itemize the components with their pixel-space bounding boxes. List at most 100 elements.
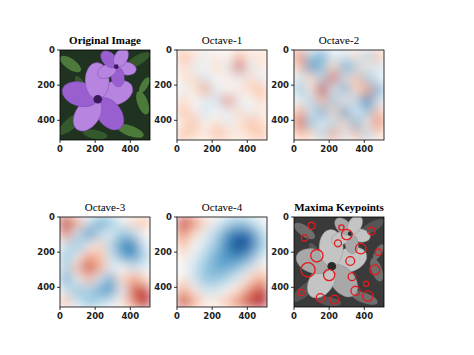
- plot-area: [60, 50, 150, 140]
- heatmap-cell: [188, 228, 200, 240]
- heatmap-cell: [71, 285, 83, 297]
- heatmap-cell: [317, 61, 329, 73]
- heatmap-cell: [188, 251, 200, 263]
- frame: [60, 217, 150, 307]
- x-tick: [294, 140, 295, 143]
- heatmap-cell: [177, 129, 189, 140]
- heatmap-cell: [71, 296, 83, 307]
- heatmap-cell: [60, 296, 72, 307]
- heatmap-cell: [245, 217, 257, 229]
- heatmap-cell: [305, 118, 317, 130]
- heatmap-cell: [177, 251, 189, 263]
- heatmap-cell: [350, 118, 362, 130]
- heatmap: [60, 217, 150, 307]
- heatmap-cell: [200, 217, 212, 229]
- frame: [177, 50, 267, 140]
- heatmap-cell: [211, 106, 223, 118]
- heatmap-cell: [328, 73, 340, 85]
- heatmap-cell: [245, 50, 257, 62]
- keypoint: [346, 257, 355, 266]
- heatmap-cell: [362, 95, 374, 107]
- heatmap-cell: [188, 106, 200, 118]
- heatmap-cell: [139, 217, 150, 229]
- x-tick: [60, 307, 61, 310]
- heatmap-cell: [188, 118, 200, 130]
- plot-area: [177, 50, 267, 140]
- heatmap-cell: [177, 273, 189, 285]
- plot-area: [60, 217, 150, 307]
- frame: [177, 217, 267, 307]
- x-tick: [130, 307, 131, 310]
- x-tick: [177, 140, 178, 143]
- heatmap-cell: [139, 251, 150, 263]
- x-tick-label: 0: [291, 144, 297, 154]
- y-tick: [57, 50, 60, 51]
- heatmap-cell: [294, 84, 306, 96]
- panel: 02004000200400Octave-2: [271, 34, 384, 154]
- heatmap-cell: [245, 251, 257, 263]
- heatmap-cell: [83, 240, 95, 252]
- x-tick: [177, 307, 178, 310]
- heatmap-cell: [94, 285, 106, 297]
- heatmap-cell: [94, 228, 106, 240]
- x-tick: [364, 140, 365, 143]
- heatmap-cell: [211, 228, 223, 240]
- heatmap-cell: [328, 95, 340, 107]
- heatmap-cell: [128, 217, 140, 229]
- heatmap-cell: [188, 262, 200, 274]
- y-tick: [57, 120, 60, 121]
- keypoint: [375, 249, 381, 255]
- heatmap-cell: [188, 273, 200, 285]
- heatmap-cell: [339, 129, 351, 140]
- heatmap-cell: [188, 84, 200, 96]
- heatmap-cell: [256, 118, 267, 130]
- heatmap-cell: [177, 296, 189, 307]
- y-tick-label: 200: [271, 247, 289, 257]
- petal: [110, 50, 131, 70]
- heatmap-cell: [256, 61, 267, 73]
- heatmap-cell: [245, 95, 257, 107]
- heatmap-cell: [188, 129, 200, 140]
- y-tick: [174, 217, 177, 218]
- heatmap-cell: [128, 273, 140, 285]
- heatmap-cell: [317, 129, 329, 140]
- heatmap-cell: [188, 61, 200, 73]
- heatmap-cell: [60, 240, 72, 252]
- heatmap-cell: [233, 262, 245, 274]
- petal: [344, 217, 365, 237]
- heatmap-cell: [211, 262, 223, 274]
- heatmap-cell: [256, 50, 267, 62]
- heatmap-cell: [256, 273, 267, 285]
- heatmap-cell: [256, 285, 267, 297]
- keypoint: [339, 225, 344, 230]
- heatmap-cell: [222, 217, 234, 229]
- heatmap-cell: [200, 240, 212, 252]
- y-tick-label: 400: [37, 115, 55, 125]
- panel: 02004000200400Octave-3: [37, 201, 150, 321]
- y-tick-label: 200: [154, 247, 172, 257]
- heatmap-cell: [222, 84, 234, 96]
- y-tick-label: 400: [154, 115, 172, 125]
- heatmap-cell: [71, 273, 83, 285]
- heatmap-cell: [211, 118, 223, 130]
- leaf: [294, 220, 318, 243]
- heatmap-cell: [177, 285, 189, 297]
- heatmap-cell: [317, 106, 329, 118]
- frame: [294, 50, 384, 140]
- heatmap-cell: [222, 285, 234, 297]
- heatmap-cell: [373, 95, 384, 107]
- heatmap-cell: [245, 118, 257, 130]
- y-tick-label: 200: [37, 247, 55, 257]
- heatmap-cell: [71, 251, 83, 263]
- heatmap-cell: [245, 262, 257, 274]
- keypoint: [301, 235, 307, 241]
- heatmap-cell: [116, 296, 128, 307]
- heatmap-cell: [60, 285, 72, 297]
- heatmap-cell: [294, 129, 306, 140]
- heatmap-cell: [177, 262, 189, 274]
- panel-title: Octave-2: [319, 34, 359, 46]
- heatmap-cell: [83, 251, 95, 263]
- x-tick-label: 200: [320, 311, 338, 321]
- heatmap-cell: [116, 251, 128, 263]
- heatmap-cell: [233, 106, 245, 118]
